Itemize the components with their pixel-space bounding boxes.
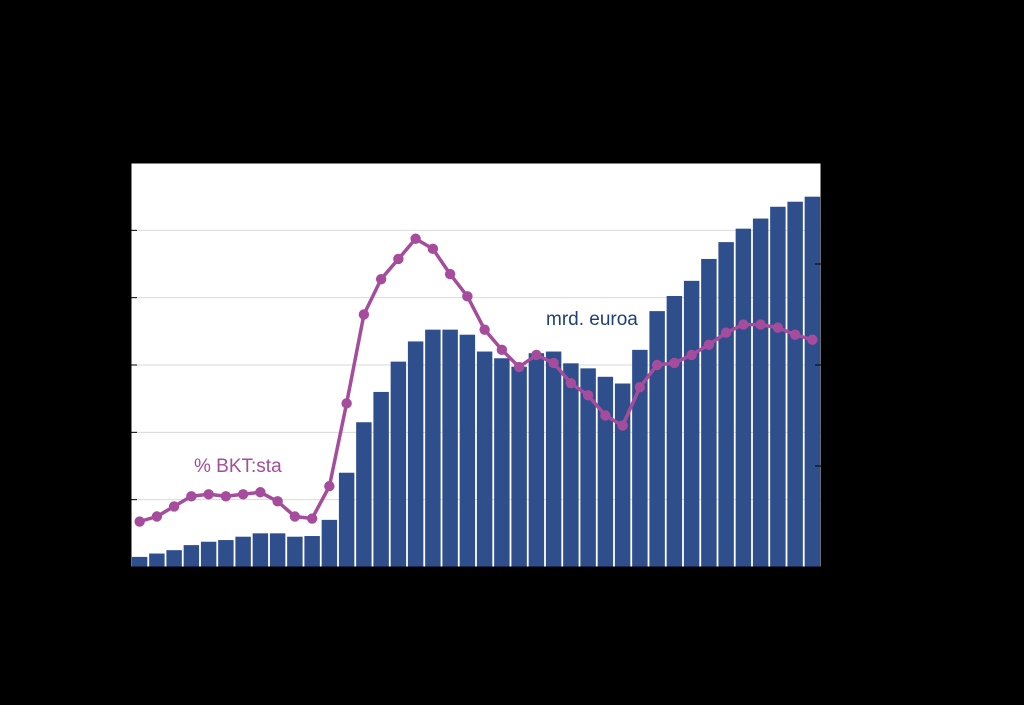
line-point [462, 291, 473, 302]
bar [252, 533, 269, 567]
bar [718, 242, 734, 567]
line-point [134, 516, 145, 527]
line-point [600, 410, 611, 421]
bar [787, 201, 803, 567]
bar [131, 556, 148, 567]
bar [442, 329, 458, 567]
line-point [220, 491, 232, 502]
annotation-line-series: % BKT:sta [194, 456, 282, 477]
bar [545, 351, 562, 567]
line-point [427, 243, 439, 255]
line-point [186, 491, 197, 502]
bar [494, 358, 510, 567]
bar [183, 545, 200, 567]
line-point [444, 268, 456, 280]
bar [614, 383, 631, 567]
line-point [289, 511, 301, 522]
line-point [375, 273, 387, 285]
bar [649, 311, 665, 567]
bar [338, 472, 355, 567]
line-point [772, 322, 784, 333]
line-point [669, 357, 680, 369]
line-point [341, 398, 352, 409]
line-point [358, 309, 370, 320]
line-point [531, 349, 542, 361]
annotation-bar-series: mrd. euroa [546, 309, 638, 330]
line-path [139, 237, 813, 524]
bar [701, 258, 717, 567]
bar [632, 349, 648, 567]
bar [287, 536, 303, 567]
axis-ticks [131, 229, 821, 501]
bar [459, 334, 476, 567]
line-point [513, 361, 525, 373]
bar [563, 363, 579, 567]
bar [235, 536, 251, 567]
bar [752, 218, 769, 568]
bar [666, 295, 683, 567]
bar [425, 329, 441, 567]
line-point [324, 481, 335, 492]
line-point [617, 420, 628, 431]
bar [269, 533, 286, 567]
bar [597, 376, 614, 567]
bar [356, 422, 372, 567]
line-point [720, 327, 732, 338]
line-point [237, 489, 249, 500]
line-point [410, 233, 421, 244]
bar [735, 228, 752, 567]
line-point [738, 319, 749, 330]
line-point [634, 382, 646, 393]
line-point [479, 324, 490, 335]
line-point [548, 357, 559, 369]
line-point [306, 513, 318, 524]
line-point [703, 339, 715, 350]
bar [149, 553, 165, 567]
line-point [651, 359, 663, 371]
line-point [151, 511, 163, 522]
bar [390, 361, 407, 567]
bar [321, 519, 338, 567]
bar [166, 550, 182, 567]
line-point [789, 329, 801, 340]
line-point [755, 319, 766, 330]
bar [200, 541, 217, 567]
bar [373, 391, 389, 567]
line-point [686, 349, 697, 361]
line-point [807, 334, 818, 345]
line-point [272, 496, 283, 507]
bar [304, 536, 320, 567]
bar [580, 368, 596, 567]
line-point [393, 253, 404, 265]
bar [476, 351, 493, 567]
bar-series [131, 196, 821, 568]
bar [683, 280, 700, 567]
bar [528, 353, 545, 567]
line-point [582, 390, 594, 401]
line-point [203, 489, 214, 500]
line-point [565, 377, 577, 389]
line-series [134, 233, 818, 527]
line-point [255, 487, 266, 498]
bar [407, 341, 424, 567]
line-point [496, 344, 508, 356]
bar [218, 540, 234, 567]
plot-border [130, 162, 822, 568]
line-point [168, 501, 180, 512]
bar [804, 196, 821, 567]
bar [770, 206, 786, 567]
bar [511, 366, 527, 567]
